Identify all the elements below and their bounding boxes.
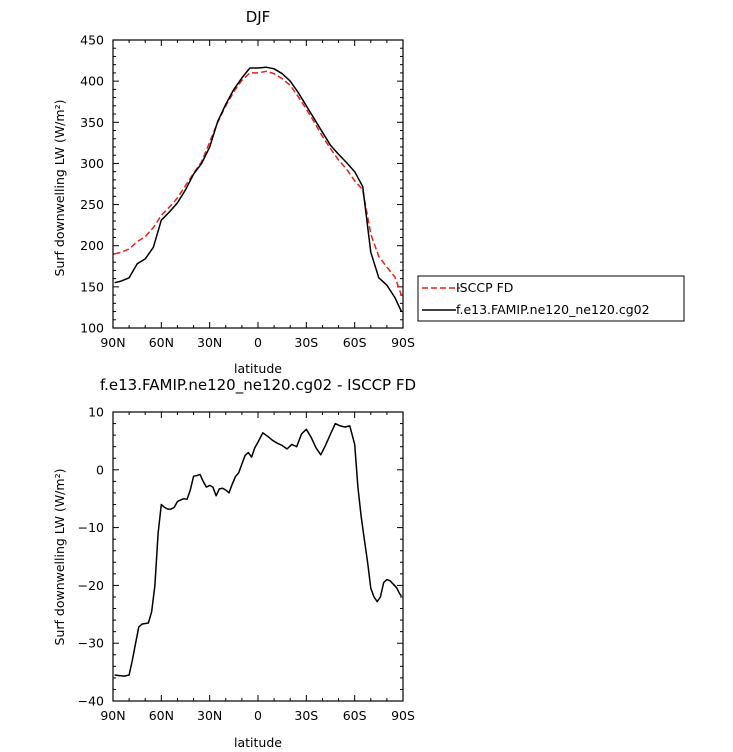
top-y-axis-label: Surf downwelling LW (W/m²) bbox=[52, 100, 67, 277]
bottom-y-axis-label: Surf downwelling LW (W/m²) bbox=[52, 469, 67, 646]
top-y-tick-label: 350 bbox=[80, 115, 104, 130]
top-y-tick-label: 200 bbox=[80, 238, 104, 253]
bottom-x-tick-label: 60N bbox=[149, 708, 174, 723]
bottom-panel: f.e13.FAMIP.ne120_ne120.cg02 - ISCCP FD … bbox=[52, 376, 416, 750]
bottom-y-tick-label: −10 bbox=[78, 520, 104, 535]
top-y-tick-label: 100 bbox=[80, 321, 104, 336]
top-x-tick-label: 30S bbox=[294, 335, 318, 350]
bottom-chart-title: f.e13.FAMIP.ne120_ne120.cg02 - ISCCP FD bbox=[100, 376, 416, 395]
top-series-lines bbox=[114, 66, 403, 312]
top-y-axis-label-group: Surf downwelling LW (W/m²) bbox=[52, 100, 67, 277]
top-panel: DJF Surf downwelling LW (W/m²) latitude … bbox=[52, 8, 415, 376]
top-axis-ticks: 90N 60N 30N 0 30S 60S 90S 100 150 200 250 300 350 400… bbox=[80, 33, 415, 351]
legend-label-model: f.e13.FAMIP.ne120_ne120.cg02 bbox=[456, 302, 650, 317]
top-y-tick-label: 150 bbox=[80, 279, 104, 294]
top-x-tick-label: 90N bbox=[100, 335, 125, 350]
bottom-x-axis-label: latitude bbox=[234, 735, 282, 750]
top-x-tick-label: 60N bbox=[149, 335, 174, 350]
top-y-tick-label: 450 bbox=[80, 33, 104, 48]
bottom-x-tick-label: 30S bbox=[294, 708, 318, 723]
top-y-tick-label: 300 bbox=[80, 156, 104, 171]
top-series-line-0 bbox=[114, 70, 403, 296]
legend: ISCCP FD f.e13.FAMIP.ne120_ne120.cg02 bbox=[417, 275, 685, 322]
bottom-y-tick-label: −20 bbox=[78, 578, 104, 593]
top-y-tick-label: 400 bbox=[80, 74, 104, 89]
bottom-y-tick-label: −30 bbox=[78, 636, 104, 651]
bottom-x-tick-label: 60S bbox=[343, 708, 367, 723]
bottom-series-lines bbox=[114, 422, 402, 677]
top-x-axis-label: latitude bbox=[234, 361, 282, 376]
bottom-axis-ticks: 90N 60N 30N 0 30S 60S 90S −40 −30 −20 −10 0 10 bbox=[78, 405, 415, 724]
top-x-tick-label: 60S bbox=[343, 335, 367, 350]
top-y-tick-label: 250 bbox=[80, 197, 104, 212]
bottom-series-line-0 bbox=[114, 422, 402, 677]
top-x-tick-label: 90S bbox=[391, 335, 415, 350]
bottom-x-tick-label: 90S bbox=[391, 708, 415, 723]
legend-label-isccp: ISCCP FD bbox=[456, 280, 513, 295]
top-x-tick-label: 30N bbox=[197, 335, 222, 350]
legend-box bbox=[417, 275, 685, 322]
top-chart-title: DJF bbox=[246, 8, 271, 26]
top-series-line-1 bbox=[114, 66, 403, 312]
bottom-y-tick-label: 0 bbox=[96, 462, 104, 477]
top-plot-frame bbox=[112, 39, 404, 329]
bottom-y-axis-label-group: Surf downwelling LW (W/m²) bbox=[52, 469, 67, 646]
bottom-x-tick-label: 30N bbox=[197, 708, 222, 723]
bottom-x-tick-label: 90N bbox=[100, 708, 125, 723]
bottom-y-tick-label: 10 bbox=[88, 405, 104, 420]
bottom-y-tick-label: −40 bbox=[78, 694, 104, 709]
bottom-plot-frame bbox=[112, 411, 404, 702]
top-x-tick-label: 0 bbox=[254, 335, 262, 350]
bottom-x-tick-label: 0 bbox=[254, 708, 262, 723]
